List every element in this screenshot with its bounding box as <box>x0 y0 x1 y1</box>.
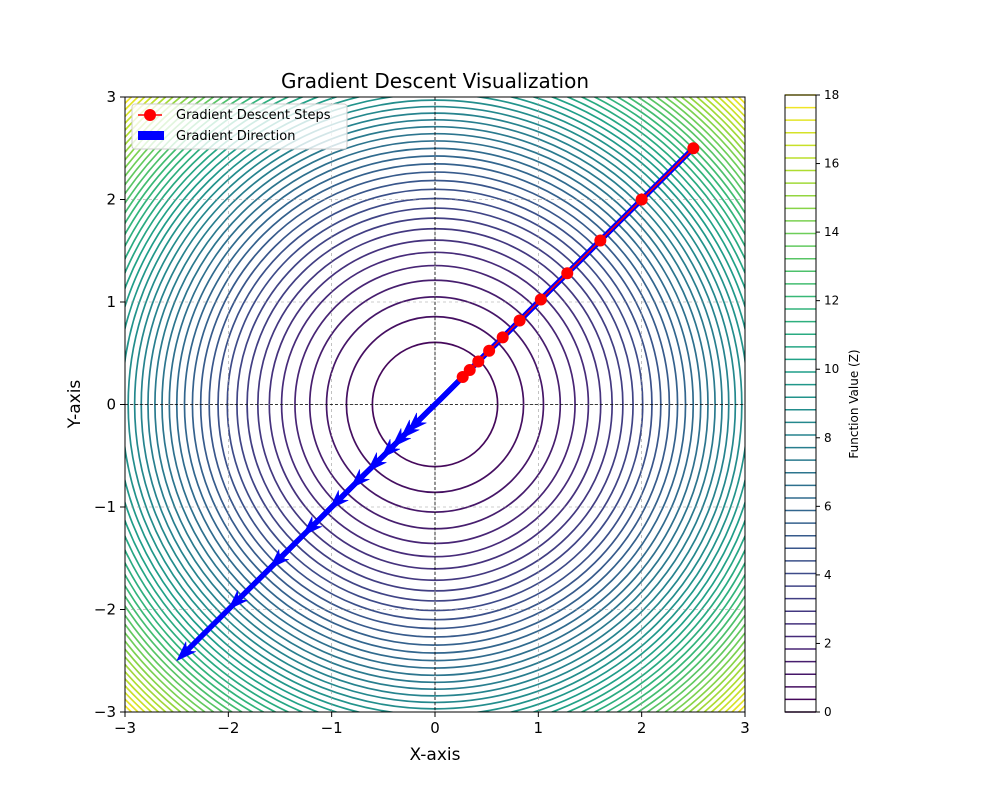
colorbar-tick-label: 6 <box>824 499 832 513</box>
colorbar-tick-label: 16 <box>824 157 839 171</box>
descent-step-marker <box>496 331 509 344</box>
colorbar-tick-label: 10 <box>824 362 839 376</box>
gradient-arrow <box>406 374 465 433</box>
colorbar-tick-label: 18 <box>824 88 839 102</box>
chart-title: Gradient Descent Visualization <box>281 69 589 93</box>
descent-step-marker <box>594 234 607 247</box>
descent-step-marker <box>472 355 485 368</box>
colorbar: 0 2 4 6 8 10 12 14 16 18 Function Value (Z) <box>784 88 861 719</box>
colorbar-tick-label: 14 <box>824 225 839 239</box>
colorbar-tick-label: 2 <box>824 636 832 650</box>
x-tick-label: 0 <box>430 719 440 737</box>
x-axis-label: X-axis <box>410 745 461 765</box>
y-tick-label: 1 <box>106 293 116 311</box>
legend-entry-direction: Gradient Direction <box>176 129 295 144</box>
legend-box <box>131 103 348 150</box>
legend-entry-steps: Gradient Descent Steps <box>176 108 331 123</box>
y-axis-label: Y-axis <box>65 380 85 430</box>
descent-step-marker <box>513 314 526 327</box>
colorbar-label: Function Value (Z) <box>847 349 861 458</box>
legend: Gradient Descent Steps Gradient Directio… <box>131 103 348 150</box>
y-tick-label: −1 <box>94 498 116 516</box>
y-tick-label: −2 <box>94 601 116 619</box>
y-tick-label: −3 <box>94 703 116 721</box>
colorbar-tick-label: 12 <box>824 294 839 308</box>
x-tick-label: 3 <box>740 719 750 737</box>
x-tick-label: −1 <box>321 719 343 737</box>
x-tick-label: −3 <box>114 719 136 737</box>
gradient-descent-steps <box>456 142 700 384</box>
descent-step-marker <box>483 344 496 357</box>
descent-step-marker <box>456 371 469 384</box>
descent-step-marker <box>534 293 547 306</box>
colorbar-frame <box>784 94 817 713</box>
legend-arrow-icon <box>138 131 164 140</box>
x-tick-label: 1 <box>534 719 544 737</box>
descent-step-marker <box>561 267 574 280</box>
y-axis-ticks: −3 −2 −1 0 1 2 3 <box>94 88 125 721</box>
x-axis-ticks: −3 −2 −1 0 1 2 3 <box>114 712 750 737</box>
colorbar-ticks: 0 2 4 6 8 10 12 14 16 18 <box>816 88 839 719</box>
colorbar-level-lines <box>785 94 816 713</box>
colorbar-tick-label: 4 <box>824 568 832 582</box>
colorbar-tick-label: 0 <box>824 705 832 719</box>
colorbar-tick-label: 8 <box>824 431 832 445</box>
descent-step-marker <box>687 142 700 155</box>
descent-step-marker <box>635 193 648 206</box>
x-tick-label: −2 <box>217 719 239 737</box>
legend-marker-icon <box>144 109 156 121</box>
x-tick-label: 2 <box>637 719 647 737</box>
y-tick-label: 3 <box>106 88 116 106</box>
y-tick-label: 0 <box>106 396 116 414</box>
y-tick-label: 2 <box>106 191 116 209</box>
